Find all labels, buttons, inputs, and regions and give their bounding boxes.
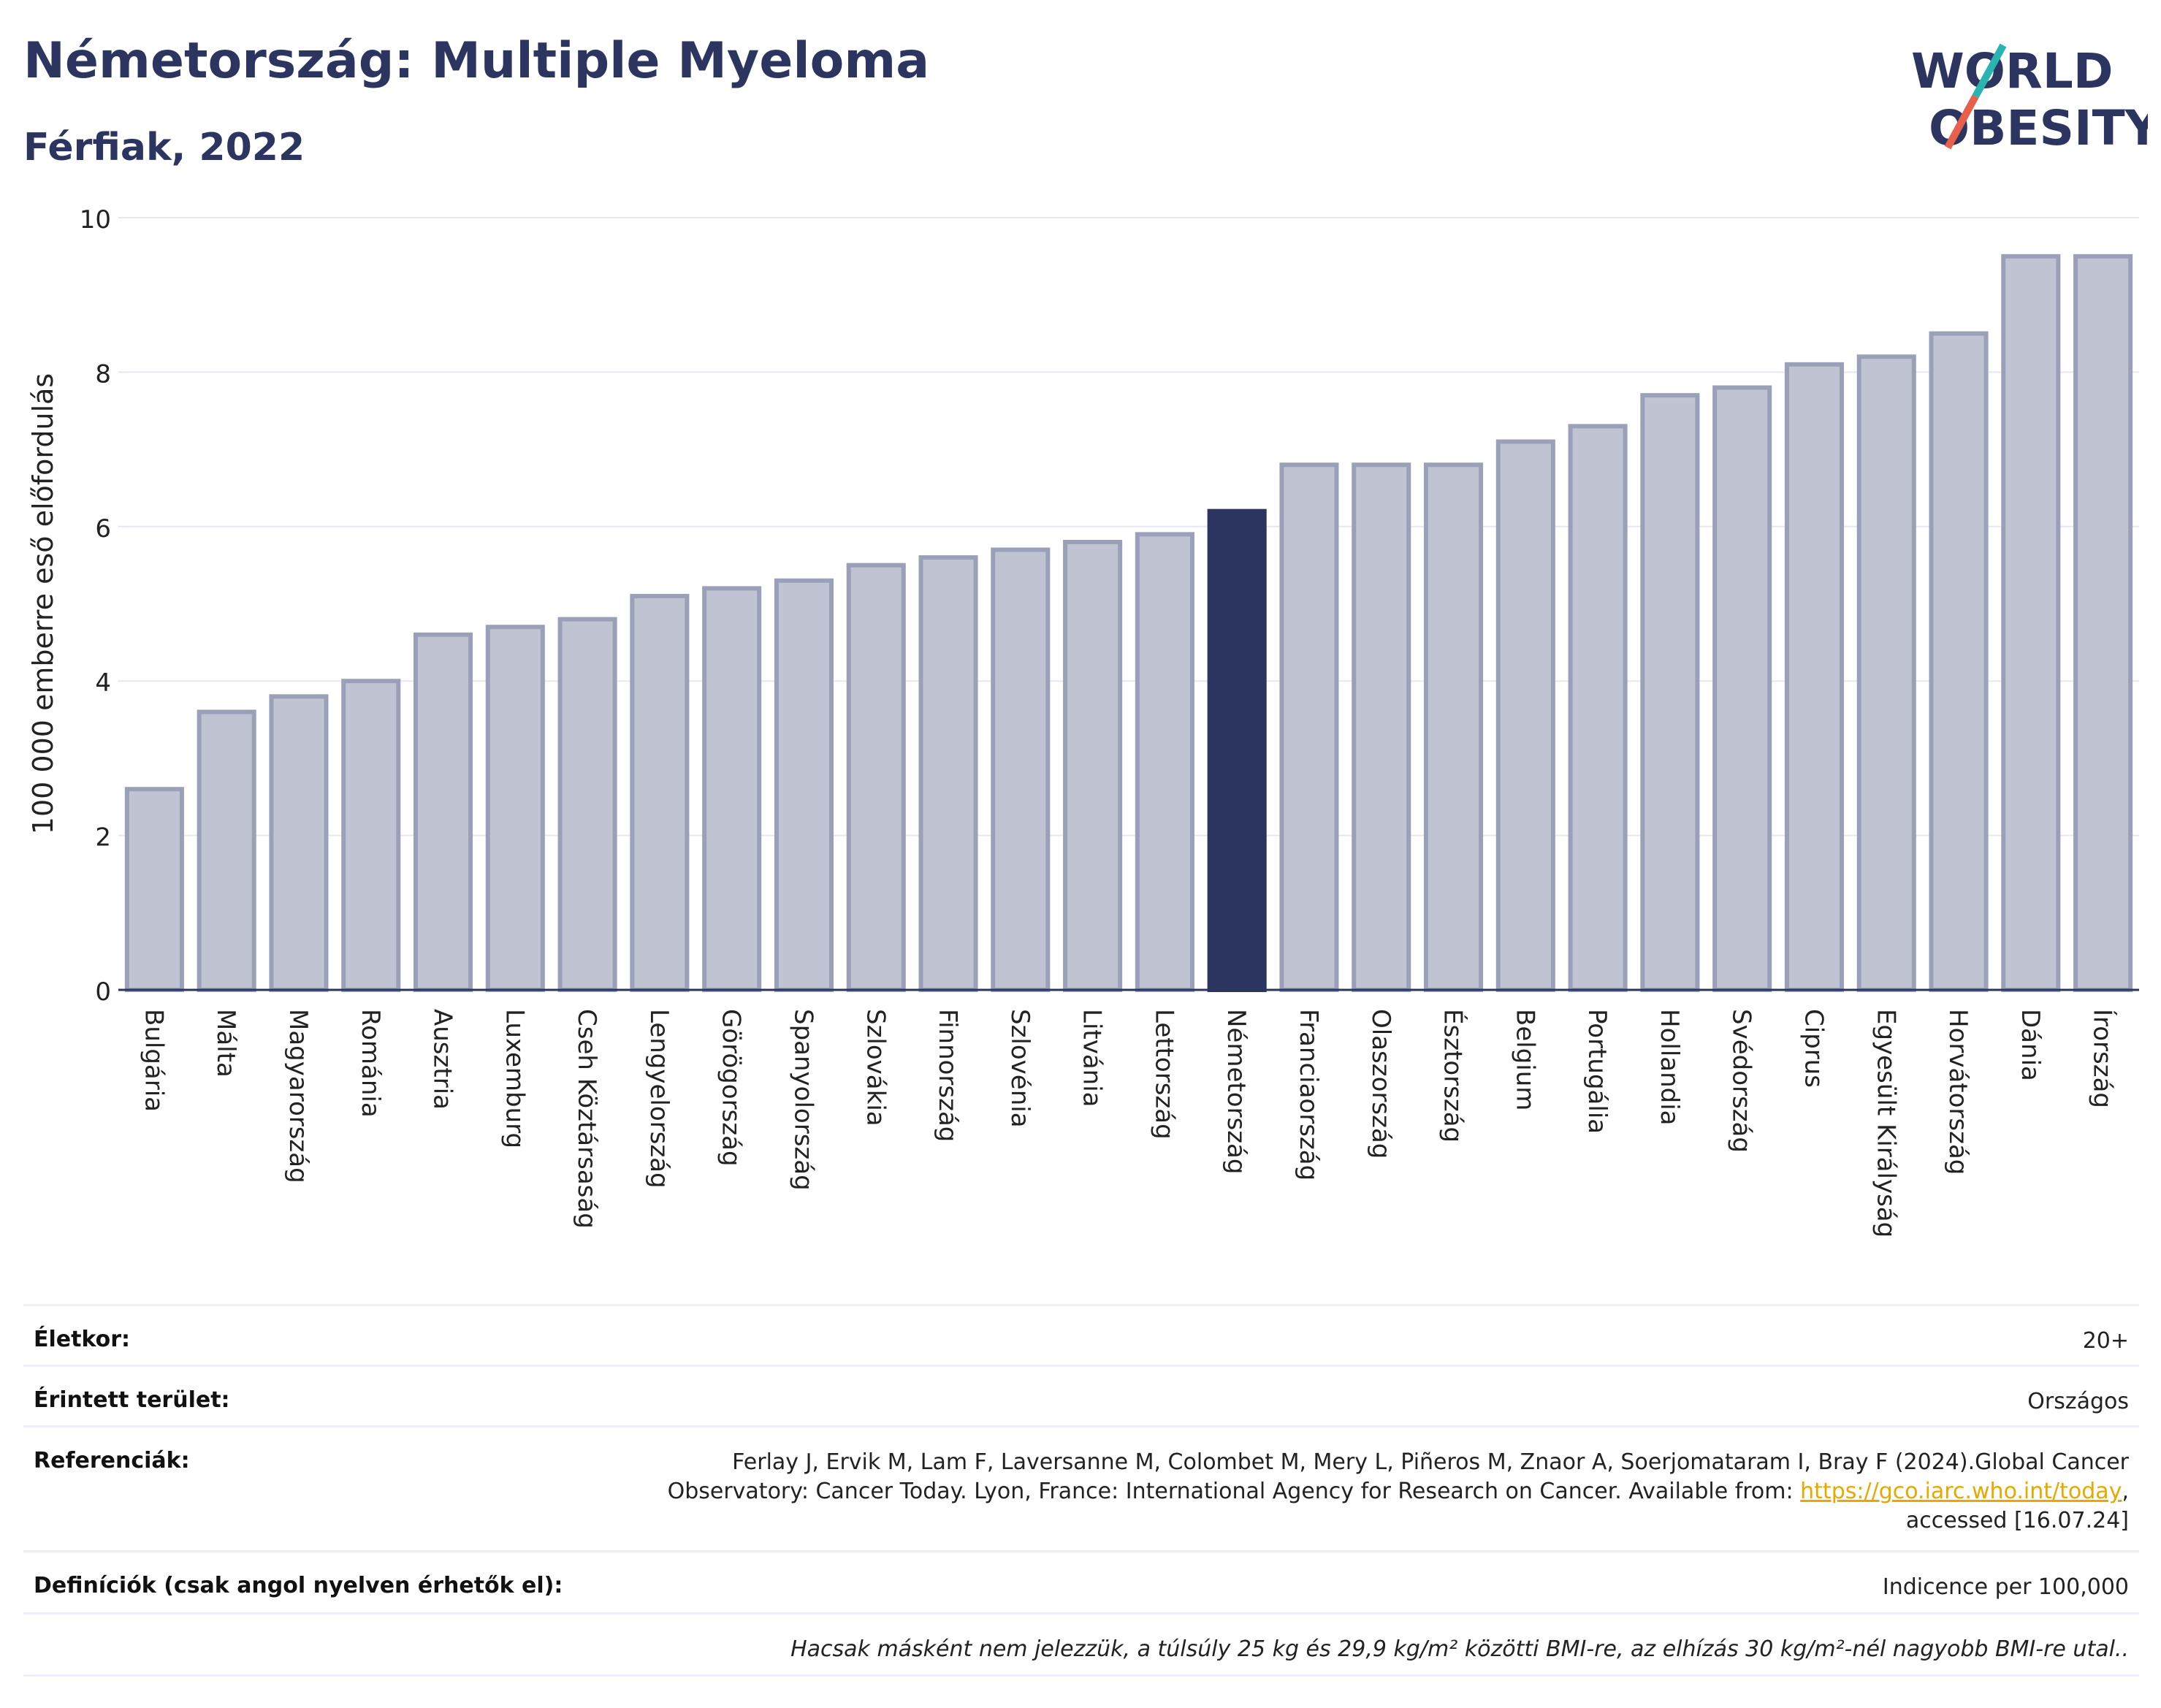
bar [1352,462,1411,992]
reference-link[interactable]: https://gco.iarc.who.int/today [1800,1479,2122,1504]
x-tick-label: Románia [356,1009,385,1118]
info-row-area: Érintett terület: Országos [23,1365,2139,1425]
x-tick-label: Málta [211,1009,240,1078]
bar [1856,354,1916,992]
x-tick-label: Dánia [2016,1009,2045,1081]
x-tick-label: Luxemburg [500,1009,529,1148]
x-tick-label: Szlovákia [861,1009,890,1126]
bar [1423,462,1484,992]
x-tick-label: Horvátország [1943,1009,1973,1175]
y-tick-label: 4 [95,668,111,698]
x-tick-label: Belgium [1510,1009,1539,1110]
info-row-references: Referenciák: Ferlay J, Ervik M, Lam F, L… [23,1425,2139,1550]
x-tick-label: Litvánia [1078,1009,1107,1107]
x-tick-label: Finnország [933,1009,962,1142]
age-label: Életkor: [34,1327,131,1352]
reference-line-3: accessed [16.07.24] [1905,1508,2129,1533]
x-tick-label: Bulgária [139,1009,168,1112]
bar [557,617,617,992]
x-tick-label: Cseh Köztársaság [572,1009,601,1229]
references-label: Referenciák: [34,1448,190,1473]
bar [2073,253,2133,993]
bar [1640,393,1700,992]
bar [269,694,329,993]
world-obesity-logo: WORLD OBESITY [1911,43,2148,156]
logo-slash-red [1944,94,1979,150]
info-row-age: Életkor: 20+ [23,1304,2139,1365]
x-tick-label: Spanyolország [788,1009,817,1191]
y-tick-label: 2 [95,823,111,853]
logo-word-world: WORLD [1911,43,2114,99]
footnote: Hacsak másként nem jelezzük, a túlsúly 2… [790,1636,2129,1662]
bar [124,787,184,993]
y-tick-label: 10 [80,205,111,235]
x-tick-label: Szlovénia [1005,1009,1034,1128]
x-tick-label: Egyesült Királyság [1871,1009,1900,1238]
definitions-value: Indicence per 100,000 [1882,1574,2129,1600]
area-label: Érintett terület: [34,1387,230,1413]
bar-chart: 0 2 4 6 8 10 100 000 emberre eső előfordulás B… [27,205,2139,1238]
y-axis-label: 100 000 emberre eső előfordulás [27,373,59,834]
reference-line-2: Observatory: Cancer Today. Lyon, France:… [667,1479,1801,1504]
x-tick-label: Franciaország [1294,1009,1323,1181]
x-tick-label: Portugália [1582,1009,1612,1134]
x-tick-label: Lengyelország [644,1009,674,1189]
reference-line-2-end: , [2122,1479,2129,1504]
bar [1712,385,1772,992]
x-tick-label: Ciprus [1799,1009,1828,1088]
x-tick-label: Magyarország [283,1009,313,1183]
x-tick-label: Svédország [1727,1009,1756,1153]
area-value: Országos [2027,1389,2129,1414]
bar [1495,439,1555,992]
bar [630,593,690,992]
reference-line-1: Ferlay J, Ervik M, Lam F, Laversanne M, … [732,1449,2129,1475]
bar [2001,253,2061,993]
bar [702,586,762,992]
page-title: Németország: Multiple Myeloma [23,32,930,90]
bar [1929,331,1989,992]
y-tick-label: 0 [95,977,111,1007]
bar-highlight [1207,508,1267,992]
bar [1568,424,1628,992]
age-value: 20+ [2082,1328,2129,1354]
logo-slash-teal [1972,43,2007,99]
y-tick-label: 6 [95,514,111,544]
x-tick-label: Hollandia [1655,1009,1684,1126]
bar [1063,539,1123,992]
bar [197,709,256,992]
bar [1784,362,1845,992]
bar [1279,462,1339,992]
bar [918,555,978,992]
x-tick-label: Észtország [1438,1009,1468,1143]
bar [413,632,473,993]
x-tick-label: Olaszország [1366,1009,1395,1159]
bar [1135,532,1194,992]
bar [485,625,545,993]
x-tick-label: Görögország [717,1009,746,1167]
x-tick-label: Lettország [1149,1009,1178,1140]
info-row-definitions: Definíciók (csak angol nyelven érhetők e… [23,1550,2139,1612]
page-subtitle: Férfiak, 2022 [23,126,305,169]
references-value: Ferlay J, Ervik M, Lam F, Laversanne M, … [668,1448,2129,1536]
x-tick-label: Írország [2088,1009,2118,1108]
x-tick-label: Németország [1221,1009,1251,1174]
definitions-label: Definíciók (csak angol nyelven érhetők e… [34,1573,563,1598]
bar [774,578,834,992]
bar [991,547,1051,992]
bar [341,679,401,992]
info-row-note: Hacsak másként nem jelezzük, a túlsúly 2… [23,1612,2139,1677]
x-tick-label: Ausztria [428,1009,457,1110]
y-tick-label: 8 [95,359,111,389]
bar [846,563,906,992]
info-table: Életkor: 20+ Érintett terület: Országos … [23,1304,2139,1677]
